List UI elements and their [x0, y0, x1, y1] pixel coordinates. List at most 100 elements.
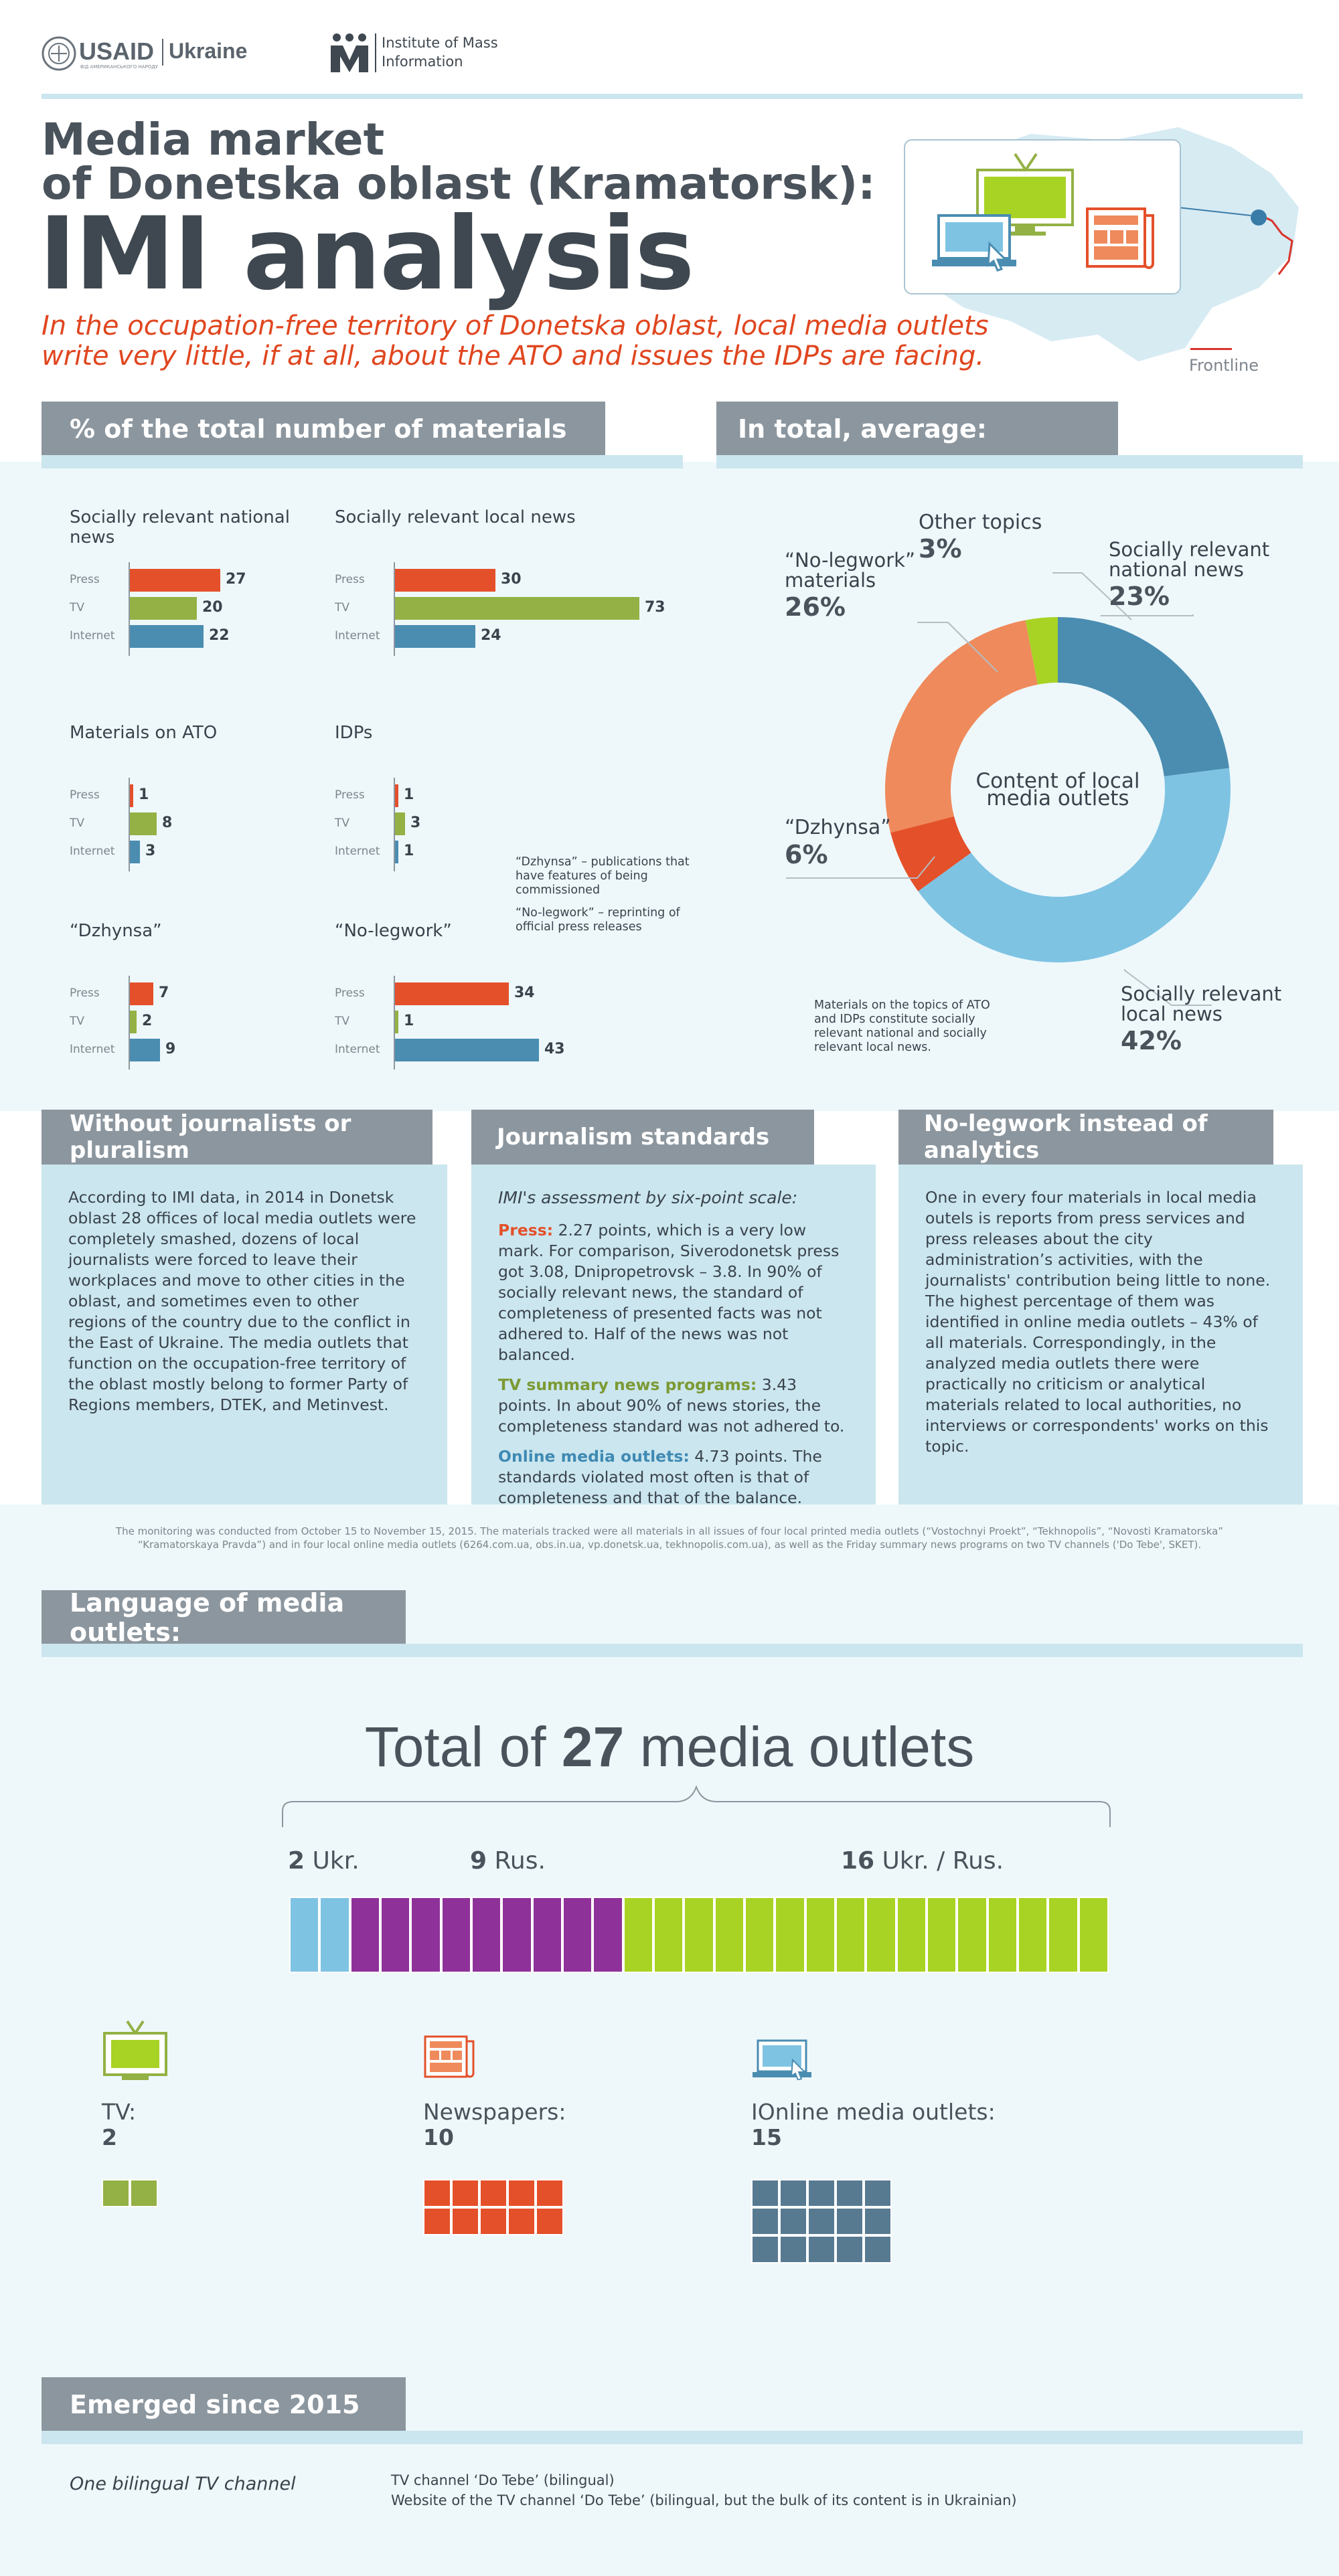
type-online-label: IOnline media outlets:: [751, 2099, 996, 2125]
bar-value-label: 1: [139, 786, 149, 803]
donut-slice: [1025, 617, 1058, 685]
bar-group-axis: [129, 778, 130, 871]
bar-tv: [130, 1011, 137, 1033]
emerged-right-line2: Website of the TV channel ‘Do Tebe’ (bil…: [391, 2492, 1017, 2508]
language-square-both: [653, 1897, 684, 1973]
section-band-1: [0, 462, 1339, 1111]
bar-row-label: Press: [335, 573, 365, 586]
page-title-line1: Media market: [42, 114, 385, 165]
panel-standards-title: Journalism standards: [497, 1124, 770, 1150]
language-square-rus: [501, 1897, 532, 1973]
language-square-both: [836, 1897, 866, 1973]
donut-center-line1: Content of local: [975, 769, 1140, 793]
subtitle-line1: In the occupation-free territory of Done…: [42, 311, 989, 341]
language-total-prefix: Total of: [364, 1715, 562, 1778]
bar-value-label: 9: [165, 1041, 176, 1057]
type-newspapers: Newspapers: 10: [423, 2035, 691, 2235]
donut-label-national-line2: national news: [1109, 558, 1244, 581]
panel-standards-tv: TV summary news programs: 3.43 points. I…: [498, 1375, 849, 1437]
bar-value-label: 7: [159, 984, 169, 1001]
bar-row-label: Internet: [335, 629, 380, 642]
donut-note: Materials on the topics of ATO and IDPs …: [814, 999, 990, 1054]
language-square-both: [957, 1897, 988, 1973]
donut-label-other: Other topics 3%: [919, 511, 1042, 564]
language-header-line: [42, 1644, 1303, 1657]
bar-group-title: Materials on ATO: [70, 723, 218, 743]
language-both-label: 16 Ukr. / Rus.: [841, 1847, 1004, 1875]
bar-internet: [395, 625, 475, 648]
standards-tv-text: 3.43 points. In about 90% of news storie…: [498, 1375, 845, 1436]
imi-name-line1: Institute of Mass: [382, 35, 498, 51]
language-square-ukr: [289, 1897, 320, 1973]
bar-row-label: Internet: [70, 845, 115, 858]
bar-value-label: 22: [209, 627, 230, 644]
bar-row-label: TV: [335, 817, 350, 830]
donut-chart: [885, 617, 1231, 962]
frontline-legend-label: Frontline: [1189, 356, 1259, 375]
language-square-rus: [380, 1897, 411, 1973]
bar-value-label: 2: [142, 1013, 153, 1029]
bar-charts: Socially relevant national news Press 27 TV…: [0, 0, 736, 1111]
language-square-both: [866, 1897, 896, 1973]
bar-value-label: 30: [501, 571, 522, 588]
bar-internet: [130, 841, 140, 863]
logo-divider: [162, 39, 163, 66]
language-brace: [282, 1785, 1111, 1827]
donut-center-line2: media outlets: [986, 786, 1129, 810]
subtitle-line2: write very little, if at all, about the …: [42, 341, 985, 371]
language-square-both: [714, 1897, 744, 1973]
donut-label-national: Socially relevant national news 23%: [1109, 539, 1269, 613]
usaid-seal-icon: [42, 36, 76, 71]
type-tv-label: TV:: [102, 2099, 137, 2125]
language-square-rus: [532, 1897, 562, 1973]
panel-pluralism: According to IMI data, in 2014 in Donets…: [42, 1165, 447, 1505]
bar-group-axis: [129, 976, 130, 1069]
bar-row-label: TV: [70, 1015, 85, 1028]
bar-internet: [130, 1039, 160, 1061]
bar-group-axis: [394, 562, 395, 656]
language-square-both: [623, 1897, 653, 1973]
donut-label-national-line1: Socially relevant: [1109, 538, 1270, 561]
emerged-left: One bilingual TV channel: [70, 2474, 296, 2494]
emerged-right-line1: TV channel ‘Do Tebe’ (bilingual): [391, 2472, 615, 2488]
bar-internet: [395, 841, 398, 863]
bar-row-label: Internet: [335, 845, 380, 858]
note-nolegwork: “No-legwork” – reprinting of official pr…: [516, 906, 680, 934]
language-square-both: [775, 1897, 805, 1973]
bar-row-label: TV: [70, 601, 85, 614]
language-square-both: [927, 1897, 957, 1973]
emerged-header: Emerged since 2015: [42, 2377, 406, 2432]
language-ukr-label: 2 Ukr.: [288, 1847, 360, 1875]
ukraine-map-illustration: Frontline: [897, 120, 1303, 381]
bar-value-label: 3: [145, 843, 156, 859]
average-header-line: [716, 455, 1303, 468]
panel-nolegwork: One in every four materials in local med…: [898, 1165, 1303, 1505]
bar-press: [395, 569, 495, 592]
standards-online-text: 4.73 points. The standards violated most…: [498, 1447, 822, 1507]
laptop-icon: [932, 214, 1016, 272]
panel-standards-intro: IMI's assessment by six-point scale:: [498, 1188, 798, 1207]
donut-label-other-pct: 3%: [919, 534, 962, 564]
language-square-both: [1018, 1897, 1048, 1973]
panel-standards: IMI's assessment by six-point scale: Pre…: [471, 1165, 876, 1507]
ukraine-label: Ukraine: [169, 39, 248, 63]
language-square-both: [896, 1897, 927, 1973]
usaid-logo: USAID ВІД АМЕРИКАНСЬКОГО НАРОДУ Ukraine: [42, 35, 296, 75]
language-square-both: [1078, 1897, 1109, 1973]
language-header-label: Language of media outlets:: [70, 1588, 345, 1647]
donut-slice: [885, 620, 1038, 833]
language-square-both: [744, 1897, 775, 1973]
bar-press: [130, 569, 220, 592]
type-tv: TV: 2: [102, 2020, 303, 2221]
donut-label-local-line2: local news: [1121, 1003, 1223, 1025]
type-news-count: 10: [423, 2124, 454, 2150]
bar-tv: [395, 597, 639, 620]
donut-label-other-name: Other topics: [919, 511, 1042, 534]
language-squares: [289, 1897, 1109, 1973]
language-square-both: [684, 1897, 714, 1973]
footnote-line2: “Kramatorskaya Pravda”) and in four loca…: [137, 1539, 1202, 1551]
emerged-header-label: Emerged since 2015: [70, 2390, 360, 2419]
imi-divider: [375, 33, 376, 72]
language-square-both: [1048, 1897, 1079, 1973]
donut-label-nolegwork-line2: materials: [785, 569, 876, 592]
